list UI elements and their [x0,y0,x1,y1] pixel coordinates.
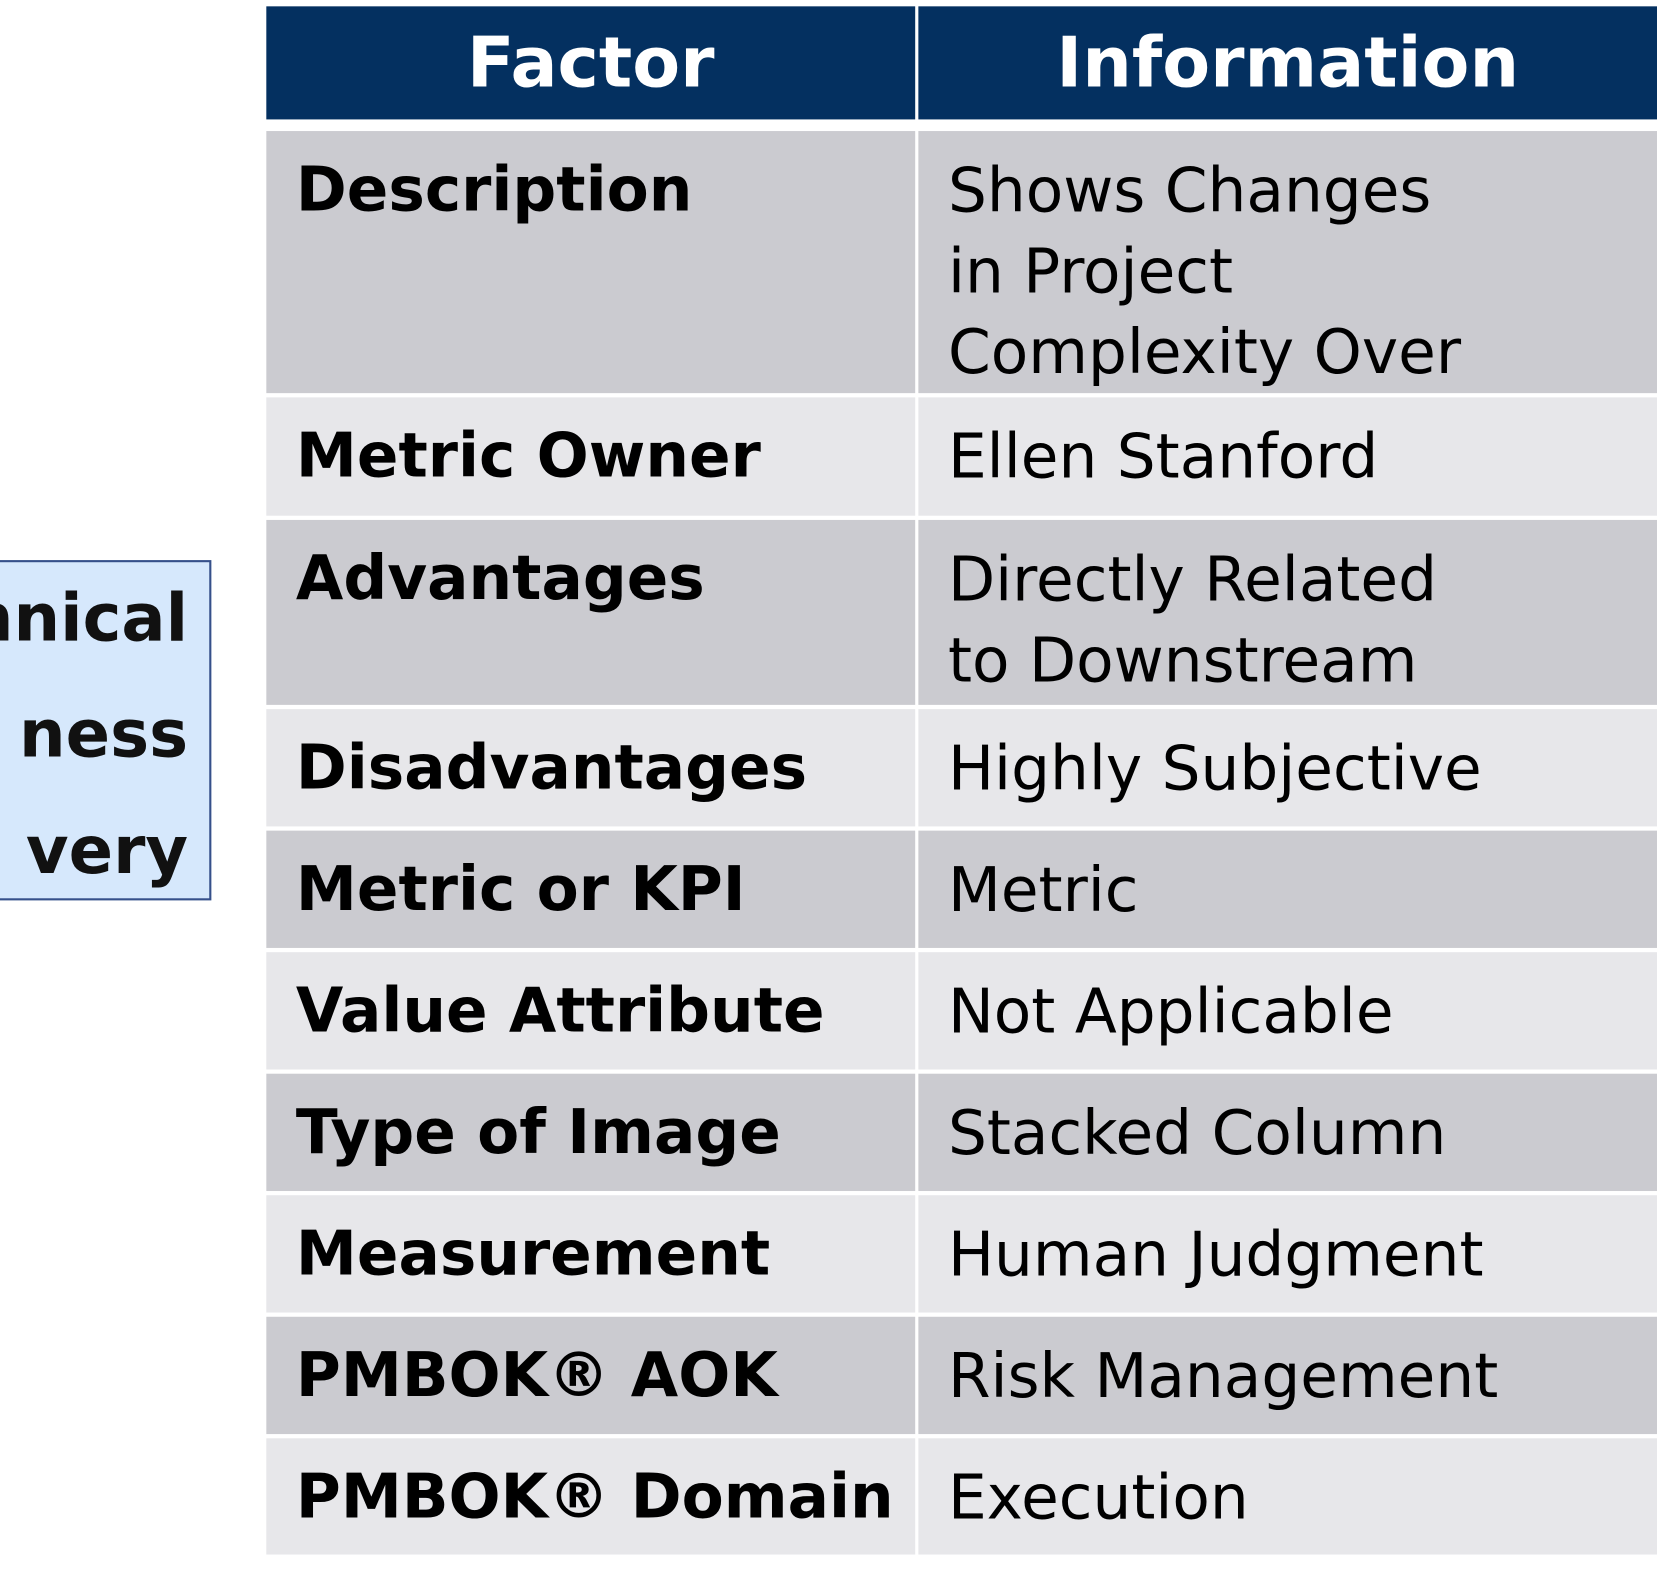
info-cell: Ellen Stanford [918,397,1657,516]
side-box: nnical ness very [0,560,212,901]
header-cell: Information [918,6,1657,120]
factor-cell: PMBOK® AOK [266,1316,916,1435]
side-line: nnical [0,579,189,657]
info-cell: Human Judgment [918,1195,1657,1313]
info-cell: Risk Management [918,1316,1657,1435]
factor-cell: Metric or KPI [266,830,916,948]
side-line: very [25,811,189,889]
factor-cell: Measurement [266,1195,916,1313]
factor-cell: Disadvantages [266,709,916,827]
factor-cell: Metric Owner [266,397,916,516]
info-cell: Not Applicable [918,952,1657,1070]
info-cell: Highly Subjective [918,709,1657,827]
header-cell: Factor [266,6,916,120]
factor-cell: Advantages [266,519,916,705]
factor-cell: Type of Image [266,1073,916,1192]
factor-cell: PMBOK® Domain [266,1438,916,1555]
side-line: ness [19,695,189,773]
factor-cell: Value Attribute [266,952,916,1070]
info-cell: Directly Related to Downstream Risks [918,519,1657,777]
info-cell: Execution [918,1438,1657,1555]
info-cell: Stacked Column [918,1073,1657,1192]
factor-cell: Description [266,131,916,394]
info-cell: Metric [918,830,1657,948]
info-cell: Shows Changes in Project Complexity Over… [918,131,1657,469]
